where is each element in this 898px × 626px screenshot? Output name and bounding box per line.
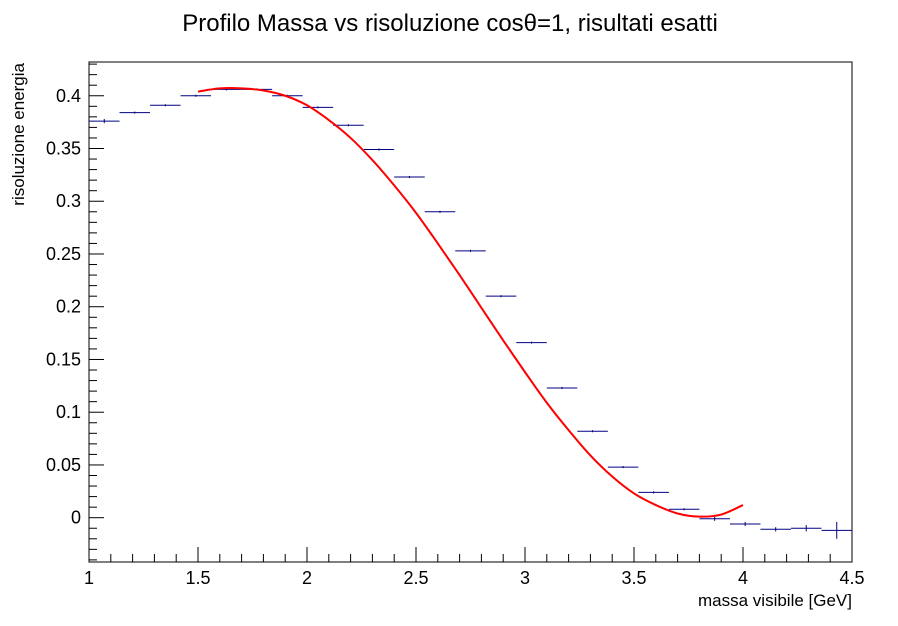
y-tick-label: 0.25: [46, 244, 81, 264]
x-axis: 1 1.5 2 2.5 3 3.5 4 4.5: [84, 547, 865, 588]
data-point: [516, 341, 547, 344]
data-point: [485, 295, 517, 298]
data-point: [302, 106, 334, 109]
y-tick-label: 0.15: [46, 349, 81, 369]
y-tick-label: 0.1: [56, 402, 81, 422]
data-point: [546, 386, 578, 390]
x-tick-label: 1.5: [185, 568, 210, 588]
data-point: [668, 508, 700, 511]
data-point: [394, 175, 425, 179]
y-tick-label: 0.35: [46, 138, 81, 158]
data-point: [363, 148, 395, 151]
x-tick-label: 2: [302, 568, 312, 588]
data-point: [119, 111, 151, 114]
x-tick-label: 4.5: [839, 568, 864, 588]
x-tick-label: 1: [84, 568, 94, 588]
x-tick-label: 3: [520, 568, 530, 588]
data-point: [89, 118, 120, 124]
x-tick-label: 3.5: [621, 568, 646, 588]
y-tick-label: 0.05: [46, 455, 81, 475]
fit-series: [197, 87, 744, 518]
y-axis: 0 0.05 0.1 0.15 0.2 0.25 0.3 0.35 0.4: [46, 63, 104, 561]
y-tick-label: 0.4: [56, 86, 81, 106]
y-tick-label: 0: [71, 508, 81, 528]
data-point: [638, 491, 669, 494]
profile-series: [89, 88, 852, 539]
x-axis-label: massa visibile [GeV]: [698, 591, 852, 610]
data-point: [577, 430, 608, 433]
x-tick-label: 2.5: [403, 568, 428, 588]
data-point: [699, 516, 730, 521]
plot-frame: [88, 61, 853, 563]
data-point: [180, 94, 212, 97]
y-tick-label: 0.2: [56, 297, 81, 317]
data-point: [729, 521, 761, 527]
x-tick-label: 4: [738, 568, 748, 588]
y-tick-label: 0.3: [56, 191, 81, 211]
data-point: [150, 104, 181, 107]
data-point: [790, 525, 822, 532]
y-axis-label: risoluzione energia: [9, 62, 28, 205]
data-point: [333, 124, 364, 127]
chart-title: Profilo Massa vs risoluzione cosθ=1, ris…: [182, 10, 718, 37]
fit-curve: [197, 87, 744, 518]
data-point: [821, 521, 852, 539]
data-point: [607, 466, 639, 469]
data-point: [455, 249, 486, 252]
data-point: [424, 210, 456, 213]
data-point: [760, 527, 791, 532]
